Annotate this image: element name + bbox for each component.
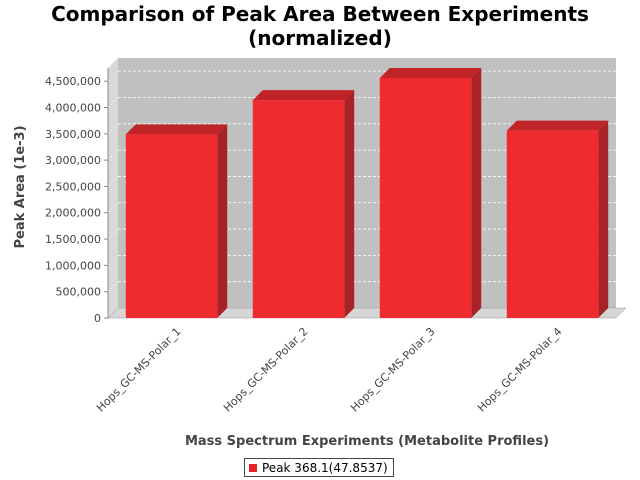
y-tick-label: 3,500,000 bbox=[45, 128, 101, 141]
chart-title: Comparison of Peak Area Between Experime… bbox=[0, 2, 640, 50]
bar bbox=[252, 100, 345, 319]
legend: Peak 368.1(47.8537) bbox=[244, 458, 394, 477]
x-tick-label: Hops_GC-MS-Polar_1 bbox=[94, 325, 184, 415]
y-tick-label: 1,000,000 bbox=[45, 259, 101, 272]
x-axis: Hops_GC-MS-Polar_1 Hops_GC-MS-Polar_2 Hops… bbox=[94, 325, 565, 415]
plot-side-wall bbox=[108, 58, 118, 318]
chart-subtitle: (normalized) bbox=[248, 26, 392, 50]
bar-top bbox=[125, 124, 228, 135]
y-tick-label: 500,000 bbox=[56, 286, 102, 299]
y-tick-label: 4,500,000 bbox=[45, 75, 101, 88]
bar bbox=[125, 134, 218, 318]
bar-top bbox=[252, 90, 355, 101]
y-tick-label: 0 bbox=[94, 312, 101, 325]
y-axis: 0 500,000 1,000,000 1,500,000 2,000,000 2,500… bbox=[45, 68, 109, 325]
x-axis-label: Mass Spectrum Experiments (Metabolite Pr… bbox=[185, 434, 549, 449]
legend-label: Peak 368.1(47.8537) bbox=[262, 460, 388, 475]
bar-top bbox=[379, 68, 482, 78]
bar-side bbox=[598, 120, 609, 318]
x-tick-label: Hops_GC-MS-Polar_3 bbox=[348, 325, 438, 415]
legend-swatch bbox=[249, 463, 257, 472]
bar-side bbox=[471, 68, 482, 318]
y-axis-label: Peak Area (1e-3) bbox=[13, 125, 28, 248]
bars bbox=[125, 68, 609, 319]
bar bbox=[506, 130, 599, 318]
chart-title-main: Comparison of Peak Area Between Experime… bbox=[51, 2, 589, 26]
bar bbox=[379, 78, 472, 318]
y-tick-label: 1,500,000 bbox=[45, 233, 101, 246]
x-tick-label: Hops_GC-MS-Polar_2 bbox=[221, 325, 311, 415]
bar-side bbox=[344, 90, 355, 319]
y-tick-label: 3,000,000 bbox=[45, 154, 101, 167]
y-tick-label: 2,000,000 bbox=[45, 207, 101, 220]
y-tick-label: 4,000,000 bbox=[45, 101, 101, 114]
bar-side bbox=[217, 124, 228, 318]
bar-top bbox=[506, 120, 609, 131]
y-tick-label: 2,500,000 bbox=[45, 180, 101, 193]
x-tick-label: Hops_GC-MS-Polar_4 bbox=[475, 325, 565, 415]
